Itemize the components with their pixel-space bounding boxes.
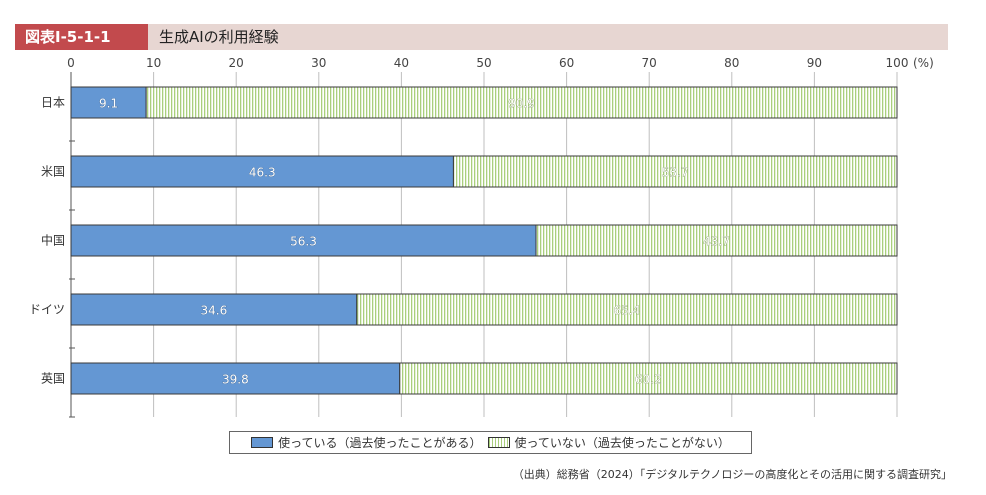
legend-swatch-used [251, 437, 274, 448]
legend-item-used: 使っている（過去使ったことがある） [251, 434, 482, 451]
bar-used [70, 155, 454, 188]
x-tick-label: 90 [807, 56, 822, 70]
data-label: 39.8 [222, 373, 249, 387]
bar-unused [452, 155, 898, 188]
x-tick-label: 50 [476, 56, 491, 70]
x-tick-label: 20 [229, 56, 244, 70]
category-label: ドイツ [29, 303, 65, 317]
legend-swatch-unused [487, 437, 510, 448]
data-label: 60.2 [635, 373, 662, 387]
bar-used [70, 362, 401, 395]
chart-legend: 使っている（過去使ったことがある） 使っていない（過去使ったことがない） [229, 431, 752, 454]
category-label: 英国 [41, 372, 65, 386]
data-label: 53.7 [662, 166, 689, 180]
legend-item-unused: 使っていない（過去使ったことがない） [487, 434, 730, 451]
bar-unused [145, 86, 898, 119]
legend-label-unused: 使っていない（過去使ったことがない） [514, 436, 730, 450]
bar-used [70, 293, 358, 326]
bar-used [70, 224, 537, 257]
data-label: 65.4 [614, 304, 641, 318]
x-tick-label: 40 [394, 56, 409, 70]
bar-unused [356, 293, 898, 326]
bar-used [70, 86, 147, 119]
x-axis-unit: (%) [913, 56, 934, 70]
bar-unused [535, 224, 898, 257]
x-tick-label: 100 [886, 56, 909, 70]
category-label: 米国 [41, 165, 65, 179]
data-label: 90.9 [508, 97, 535, 111]
data-label: 43.7 [703, 235, 730, 249]
data-label: 46.3 [249, 166, 276, 180]
category-label: 日本 [41, 96, 65, 110]
data-label: 34.6 [201, 304, 228, 318]
title-bar: 図表Ⅰ-5-1-1 生成AIの利用経験 [15, 24, 948, 50]
x-tick-label: 70 [642, 56, 657, 70]
x-tick-label: 30 [311, 56, 326, 70]
x-tick-label: 60 [559, 56, 574, 70]
figure-label: 図表Ⅰ-5-1-1 [15, 24, 148, 50]
x-tick-label: 0 [67, 56, 75, 70]
x-tick-label: 10 [146, 56, 161, 70]
bar-chart: 0 10 20 30 40 50 60 70 80 90 100 (%) 日本 9.1 90.9 米国 46.3… [29, 56, 934, 418]
source-note: （出典）総務省（2024）「デジタルテクノロジーの高度化とその活用に関する調査研… [512, 468, 952, 481]
x-tick-label: 80 [724, 56, 739, 70]
figure-title: 生成AIの利用経験 [159, 28, 279, 46]
data-label: 56.3 [290, 235, 317, 249]
legend-label-used: 使っている（過去使ったことがある） [278, 436, 482, 450]
data-label: 9.1 [99, 97, 118, 111]
bar-unused [399, 362, 898, 395]
category-label: 中国 [41, 233, 65, 248]
